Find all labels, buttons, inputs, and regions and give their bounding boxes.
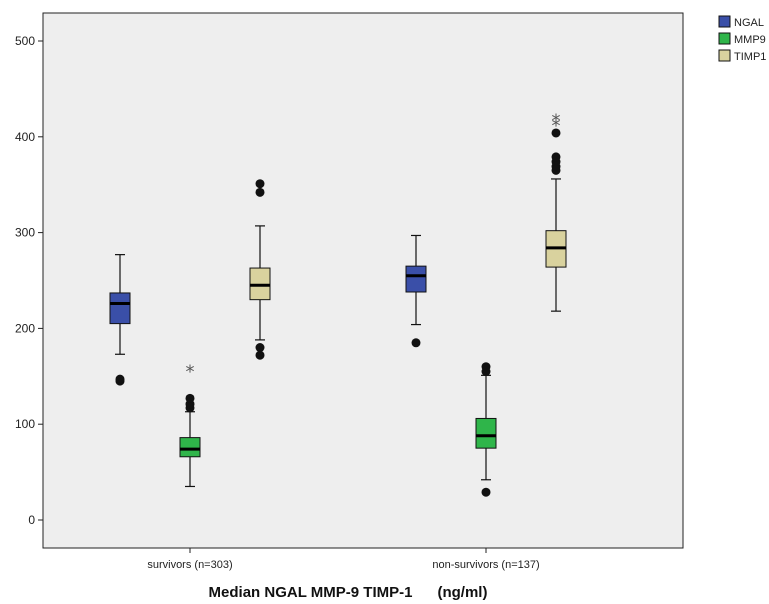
box-iqr [405, 265, 427, 293]
legend-swatch-timp1 [718, 49, 731, 62]
box-iqr [179, 437, 201, 458]
box-ngal-1 [109, 254, 131, 386]
box-mmp9-2 [475, 362, 497, 497]
outlier-point [115, 374, 125, 384]
y-tick-label: 100 [15, 417, 35, 431]
box-marks: *** [109, 111, 567, 497]
plot-area [42, 12, 684, 549]
box-iqr [475, 417, 497, 449]
legend-swatch-mmp9 [718, 32, 731, 45]
outlier-point [255, 350, 265, 360]
outlier-point [551, 152, 561, 162]
y-tick-label: 200 [15, 321, 35, 335]
extreme-point: * [186, 362, 195, 383]
box-mmp9-1: * [179, 362, 201, 488]
x-category-label: non-survivors (n=137) [432, 559, 539, 571]
legend-label-ngal: NGAL [734, 17, 764, 29]
box-timp1-1 [249, 179, 271, 360]
x-axis-title: Median NGAL MMP-9 TIMP-1 (ng/ml) [209, 584, 488, 601]
outlier-point [481, 487, 491, 497]
x-axis: survivors (n=303) non-survivors (n=137) [147, 548, 540, 571]
legend: NGAL MMP9 TIMP1 [718, 15, 766, 63]
outlier-point [481, 362, 491, 372]
outlier-point [185, 393, 195, 403]
legend-label-timp1: TIMP1 [734, 51, 766, 63]
extreme-point: * [552, 111, 561, 132]
outlier-point [255, 187, 265, 197]
extreme-point: * [552, 115, 561, 136]
y-tick-label: 400 [15, 130, 35, 144]
legend-label-mmp9: MMP9 [734, 34, 766, 46]
box-timp1-2: ** [545, 111, 567, 312]
outlier-point [255, 179, 265, 189]
box-iqr [109, 292, 131, 325]
y-axis: 0 100 200 300 400 500 [15, 34, 43, 527]
y-tick-label: 300 [15, 226, 35, 240]
legend-swatch-ngal [718, 15, 731, 28]
y-tick-label: 500 [15, 34, 35, 48]
outlier-point [411, 338, 421, 348]
box-ngal-2 [405, 234, 427, 348]
outlier-point [255, 343, 265, 353]
outlier-point [551, 128, 561, 138]
x-category-label: survivors (n=303) [147, 559, 232, 571]
y-tick-label: 0 [28, 513, 35, 527]
